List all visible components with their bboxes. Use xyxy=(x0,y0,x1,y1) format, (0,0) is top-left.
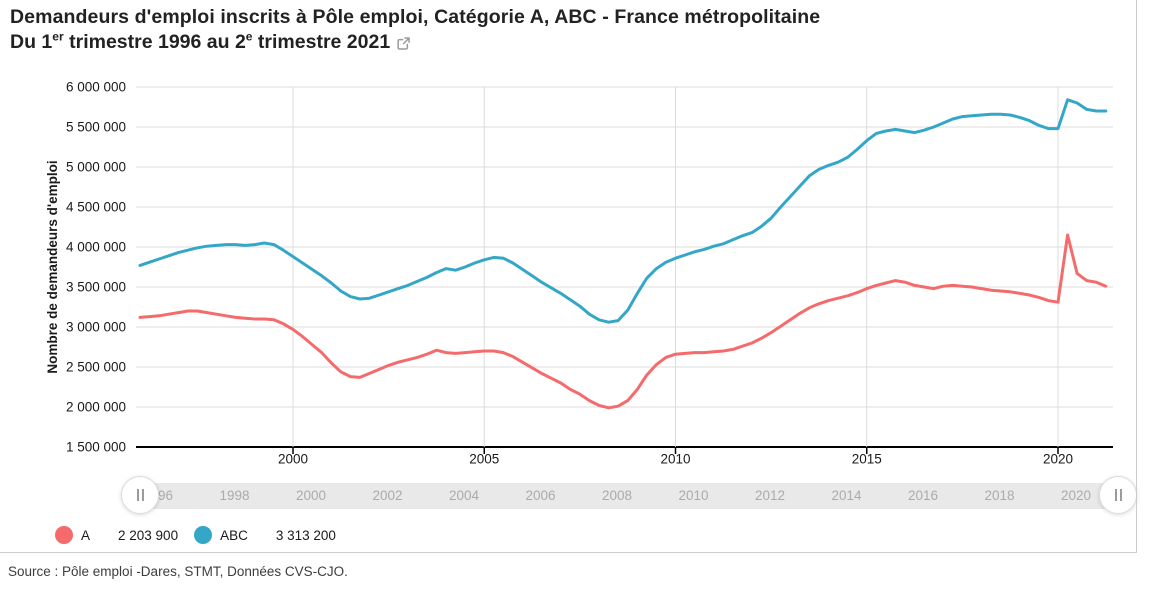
subtitle-text: Du 1er trimestre 1996 au 2e trimestre 20… xyxy=(10,29,391,53)
y-tick-label: 4 000 000 xyxy=(66,240,126,255)
legend-item-ABC[interactable]: ABC 3 313 200 xyxy=(194,526,336,544)
x-tick-label: 2010 xyxy=(660,452,690,467)
slider-year-label: 2000 xyxy=(296,488,327,503)
y-tick-label: 5 000 000 xyxy=(66,160,126,175)
range-slider: 1996199820002002200420062008201020122014… xyxy=(0,476,1156,518)
legend-series-name: ABC xyxy=(220,527,248,543)
legend: A 2 203 900 ABC 3 313 200 xyxy=(55,524,336,546)
slider-year-label: 2020 xyxy=(1061,488,1092,503)
slider-year-label: 1998 xyxy=(219,488,250,503)
chart-subtitle: Du 1er trimestre 1996 au 2e trimestre 20… xyxy=(10,30,990,55)
legend-item-A[interactable]: A 2 203 900 xyxy=(55,526,178,544)
chart-title: Demandeurs d'emploi inscrits à Pôle empl… xyxy=(10,6,821,28)
y-tick-label: 6 000 000 xyxy=(66,80,126,95)
y-axis-title: Nombre de demandeurs d'emploi xyxy=(45,160,60,373)
slider-year-label: 2006 xyxy=(525,488,556,503)
y-tick-label: 5 500 000 xyxy=(66,120,126,135)
legend-series-value: 3 313 200 xyxy=(275,527,336,543)
title-block: Demandeurs d'emploi inscrits à Pôle empl… xyxy=(10,5,990,55)
drag-grip-icon xyxy=(1114,489,1122,501)
external-link-icon[interactable] xyxy=(396,36,411,51)
y-tick-label: 3 500 000 xyxy=(66,280,126,295)
x-tick-label: 2015 xyxy=(852,452,882,467)
slider-year-label: 2016 xyxy=(908,488,939,503)
slider-year-label: 2010 xyxy=(678,488,709,503)
x-tick-label: 2005 xyxy=(469,452,499,467)
y-tick-label: 4 500 000 xyxy=(66,200,126,215)
y-tick-label: 2 000 000 xyxy=(66,400,126,415)
chart-plot-area[interactable]: 1 500 000 2 000 000 2 500 000 3 000 000 3 50… xyxy=(0,0,1156,474)
legend-dot-A xyxy=(55,526,73,544)
y-tick-label: 3 000 000 xyxy=(66,320,126,335)
x-tick-label: 2000 xyxy=(278,452,308,467)
slider-year-label: 2014 xyxy=(831,488,862,503)
widget-right-border xyxy=(1136,0,1137,553)
range-slider-track[interactable] xyxy=(128,483,1116,509)
slider-year-label: 2012 xyxy=(755,488,786,503)
y-tick-label: 1 500 000 xyxy=(66,440,126,455)
range-slider-right-handle[interactable] xyxy=(1099,476,1137,514)
range-slider-left-handle[interactable] xyxy=(121,476,159,514)
slider-year-label: 2004 xyxy=(449,488,480,503)
drag-grip-icon xyxy=(136,489,144,501)
slider-year-label: 2002 xyxy=(372,488,403,503)
y-tick-label: 2 500 000 xyxy=(66,360,126,375)
slider-year-label: 2008 xyxy=(602,488,633,503)
source-note: Source : Pôle emploi -Dares, STMT, Donné… xyxy=(8,564,348,579)
series-line-A[interactable] xyxy=(138,233,1108,410)
x-tick-label: 2020 xyxy=(1043,452,1073,467)
legend-series-value: 2 203 900 xyxy=(118,527,179,543)
widget-bottom-border xyxy=(0,552,1137,553)
legend-series-name: A xyxy=(81,527,91,543)
slider-year-label: 2018 xyxy=(984,488,1015,503)
legend-dot-ABC xyxy=(194,526,213,544)
series-line-ABC[interactable] xyxy=(138,98,1108,324)
